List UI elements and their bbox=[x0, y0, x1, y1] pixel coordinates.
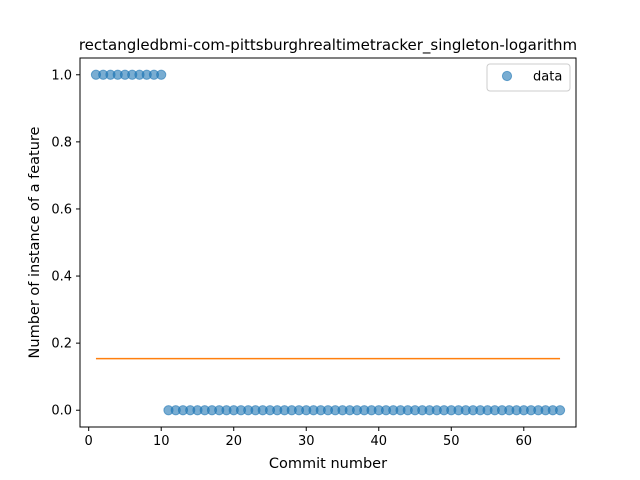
y-tick-label: 0.0 bbox=[51, 404, 72, 419]
plot-area bbox=[80, 58, 576, 427]
x-tick-label: 20 bbox=[225, 434, 242, 449]
data-point bbox=[156, 69, 167, 80]
legend-label-data: data bbox=[533, 70, 562, 85]
y-tick-label: 0.4 bbox=[51, 270, 72, 285]
chart-title: rectangledbmi-com-pittsburghrealtimetrac… bbox=[79, 36, 577, 55]
legend-marker-data bbox=[501, 70, 513, 82]
y-tick-label: 1.0 bbox=[51, 68, 72, 83]
y-tick-label: 0.6 bbox=[51, 202, 72, 217]
plot-frame bbox=[79, 57, 577, 428]
x-tick-label: 40 bbox=[370, 434, 387, 449]
y-axis-label: Number of instance of a feature bbox=[27, 126, 43, 358]
x-tick-label: 10 bbox=[153, 434, 170, 449]
x-tick-label: 30 bbox=[298, 434, 315, 449]
series-layer bbox=[90, 69, 566, 416]
legend-box bbox=[486, 63, 571, 92]
x-tick-label: 60 bbox=[516, 434, 533, 449]
legend: data bbox=[486, 63, 571, 92]
axes-layer: 0 10 20 30 40 50 60 0.0 0.2 0.4 0.6 0.8 1.0 bbox=[51, 68, 532, 449]
y-tick-label: 0.8 bbox=[51, 135, 72, 150]
data-point bbox=[554, 405, 566, 416]
x-tick-label: 50 bbox=[443, 434, 460, 449]
x-axis-label: Commit number bbox=[269, 456, 387, 472]
x-tick-label: 0 bbox=[85, 434, 93, 449]
y-tick-label: 0.2 bbox=[51, 337, 72, 352]
